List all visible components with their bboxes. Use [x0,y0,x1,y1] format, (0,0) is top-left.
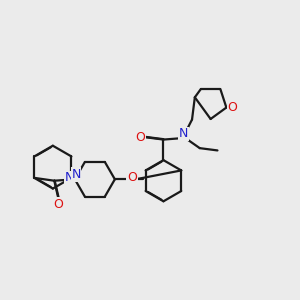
Text: O: O [54,198,64,211]
Text: O: O [228,101,238,114]
Text: N: N [179,128,188,140]
Text: N: N [71,168,81,181]
Text: N: N [65,171,74,184]
Text: O: O [136,131,146,144]
Text: O: O [127,171,137,184]
